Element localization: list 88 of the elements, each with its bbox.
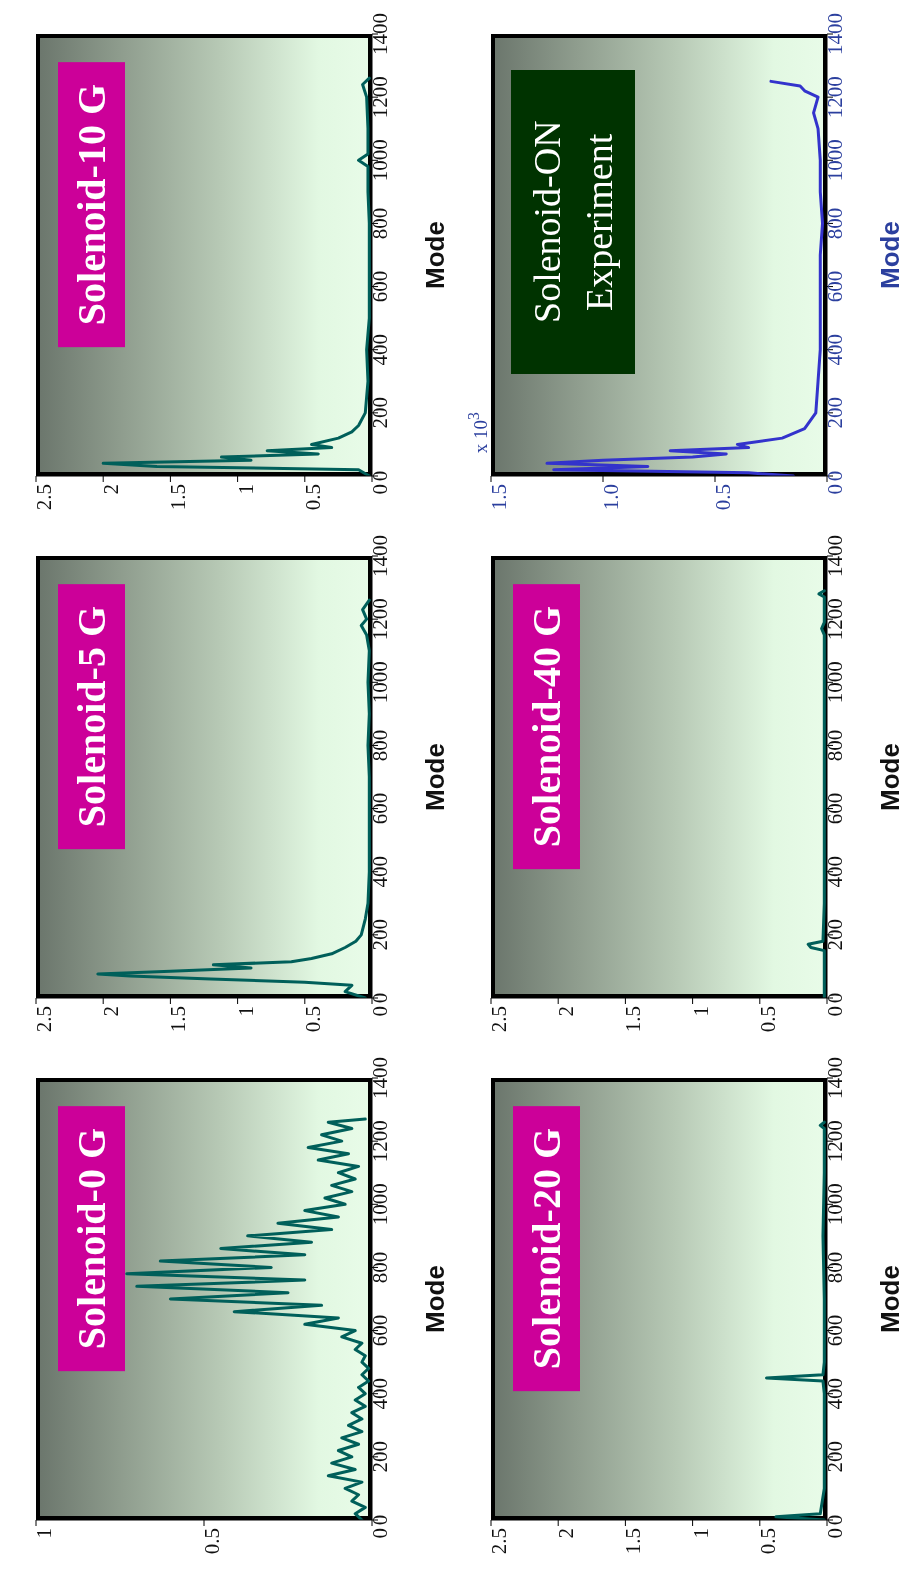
y-tick-label: 400 — [823, 855, 848, 888]
y-tick-label: 600 — [368, 1314, 393, 1347]
y-tick-label: 1000 — [368, 139, 393, 182]
label-box: Solenoid-5 G — [58, 584, 125, 850]
x-tick-label: 1.0 — [598, 484, 623, 511]
y-tick-label: 200 — [823, 1441, 848, 1473]
x-tick-label: 0.5 — [710, 484, 735, 511]
x-tick-label: 1 — [233, 1006, 258, 1017]
y-tick-label: 1400 — [823, 535, 848, 577]
y-tick-label: 400 — [368, 855, 393, 888]
y-tick-label: 1000 — [823, 139, 848, 182]
x-tick-label: 1 — [688, 1006, 713, 1017]
y-tick-label: 200 — [823, 397, 848, 429]
x-tick-label: 2.5 — [486, 1006, 511, 1033]
y-tick-label: 0 — [823, 992, 848, 1004]
y-tick-label: 800 — [823, 729, 848, 762]
y-tick-label: 600 — [823, 270, 848, 303]
x-tick-label: 1 — [233, 484, 258, 495]
y-tick-label: 800 — [823, 207, 848, 240]
y-tick-label: 1400 — [368, 1057, 393, 1099]
x-tick-label: 2 — [99, 484, 124, 495]
y-tick-label: 1400 — [368, 535, 393, 577]
y-tick-label: 200 — [368, 1441, 393, 1473]
y-tick-label: 1400 — [823, 1057, 848, 1099]
y-axis-title: Mode — [420, 1265, 450, 1333]
y-axis-title: Mode — [420, 743, 450, 811]
y-tick-label: 1400 — [368, 13, 393, 55]
x-tick-label: 1 — [688, 1528, 713, 1539]
x-tick-label: 2.5 — [31, 1006, 56, 1033]
label-box: Solenoid-20 G — [513, 1106, 580, 1392]
y-tick-label: 800 — [368, 1251, 393, 1284]
x-tick-label: 1.5 — [621, 1006, 646, 1033]
line-series — [125, 1117, 371, 1520]
y-tick-label: 0 — [368, 470, 393, 482]
x-tick-label: 2 — [99, 1006, 124, 1017]
y-tick-label: 200 — [368, 397, 393, 429]
y-tick-label: 400 — [368, 333, 393, 366]
y-tick-label: 1200 — [368, 598, 393, 641]
y-tick-label: 600 — [823, 1314, 848, 1347]
y-tick-label: 1200 — [368, 76, 393, 119]
x-tick-label: 1.5 — [166, 484, 191, 511]
y-tick-label: 1000 — [368, 1183, 393, 1226]
line-series — [806, 589, 826, 998]
y-tick-label: 400 — [823, 1377, 848, 1410]
y-tick-label: 200 — [368, 919, 393, 951]
y-axis-title: Mode — [875, 743, 905, 811]
y-tick-label: 1000 — [823, 661, 848, 704]
y-tick-label: 600 — [823, 792, 848, 825]
y-tick-label: 800 — [823, 1251, 848, 1284]
x-tick-label: 0.5 — [755, 1528, 780, 1555]
x-tick-label: 2 — [554, 1006, 579, 1017]
label-box: Solenoid-10 G — [58, 62, 125, 348]
y-tick-label: 800 — [368, 729, 393, 762]
y-tick-label: 400 — [823, 333, 848, 366]
y-tick-label: 1400 — [823, 13, 848, 55]
y-tick-label: 0 — [368, 992, 393, 1004]
y-axis-title: Mode — [875, 221, 905, 289]
y-tick-label: 1000 — [368, 661, 393, 704]
y-tick-label: 1200 — [368, 1120, 393, 1163]
x-tick-label: 1 — [31, 1528, 56, 1539]
x-tick-label: 0.5 — [300, 1006, 325, 1033]
y-tick-label: 1200 — [823, 76, 848, 119]
y-tick-label: 1000 — [823, 1183, 848, 1226]
line-series — [765, 1120, 826, 1520]
y-tick-label: 0 — [368, 1514, 393, 1526]
y-tick-label: 800 — [368, 207, 393, 240]
x-tick-label: 0.5 — [199, 1528, 224, 1555]
y-tick-label: 600 — [368, 792, 393, 825]
x-tick-label: 0.5 — [755, 1006, 780, 1033]
label-box: Solenoid-40 G — [513, 584, 580, 870]
x-tick-label: 2.5 — [486, 1528, 511, 1555]
x-tick-label: 2.5 — [31, 484, 56, 511]
x-tick-label: 1.5 — [486, 484, 511, 511]
x-tick-label: 0.5 — [300, 484, 325, 511]
label-box: Solenoid-0 G — [58, 1106, 125, 1372]
y-tick-label: 600 — [368, 270, 393, 303]
x-tick-label: 1.5 — [621, 1528, 646, 1555]
label-box: Solenoid-ON Experiment — [511, 70, 635, 374]
x-tick-label: 1.5 — [166, 1006, 191, 1033]
y-axis-title: Mode — [875, 1265, 905, 1333]
y-axis-title: Mode — [420, 221, 450, 289]
y-tick-label: 1200 — [823, 1120, 848, 1163]
x-tick-label: 2 — [554, 1528, 579, 1539]
y-tick-label: 0 — [823, 1514, 848, 1526]
y-tick-label: 200 — [823, 919, 848, 951]
y-tick-label: 1200 — [823, 598, 848, 641]
y-tick-label: 400 — [368, 1377, 393, 1410]
y-tick-label: 0 — [823, 470, 848, 482]
